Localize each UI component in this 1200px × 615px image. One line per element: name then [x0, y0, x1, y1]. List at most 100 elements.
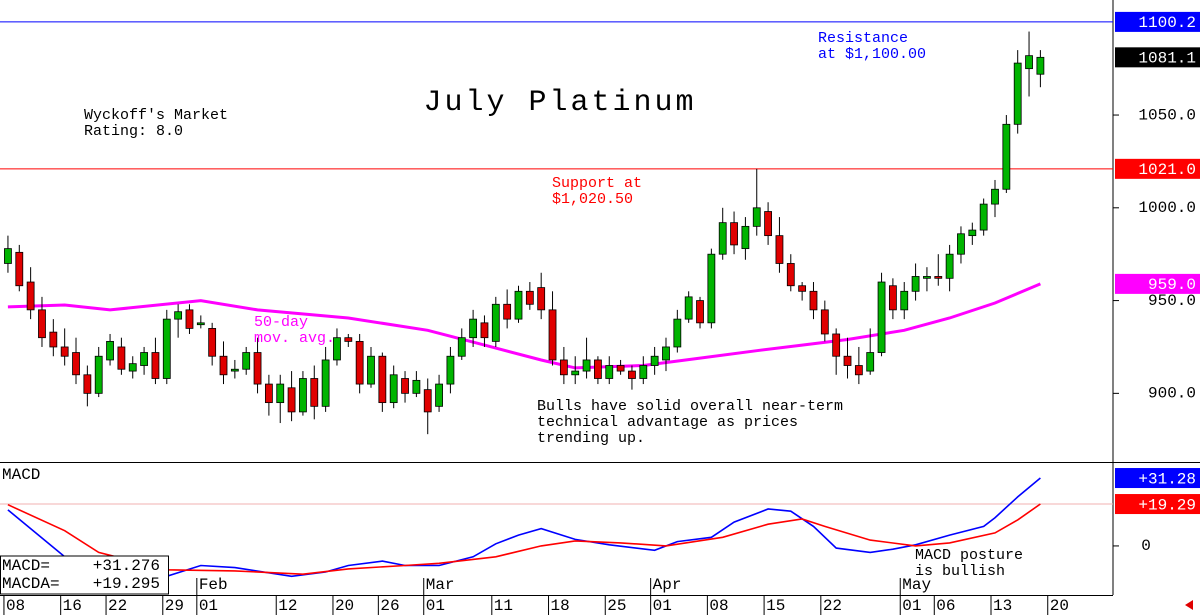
candle-body — [389, 374, 398, 404]
candle-body — [480, 322, 489, 339]
candle-body — [60, 346, 69, 357]
x-tick-label: 08 — [6, 597, 25, 615]
candle-body — [94, 355, 103, 394]
candle-body — [230, 368, 239, 372]
candle-body — [900, 290, 909, 311]
candle-body — [786, 263, 795, 287]
price-tag — [1115, 494, 1200, 515]
candle-body — [72, 352, 80, 376]
x-tick-label: 25 — [607, 597, 626, 615]
candle-body — [866, 352, 875, 372]
price-tag — [1115, 158, 1200, 179]
candle-body — [877, 281, 886, 353]
y-tick-label: 950.0 — [1148, 292, 1196, 310]
y-tick-label: 900.0 — [1148, 385, 1196, 403]
x-tick-label: 12 — [278, 597, 297, 615]
x-tick-label: 01 — [902, 597, 921, 615]
candle-body — [1013, 62, 1022, 125]
candle-body — [151, 352, 160, 379]
candle-body — [525, 290, 534, 305]
candle-body — [333, 337, 341, 361]
price-tag-label: 1100.2 — [1138, 14, 1196, 32]
candle-body — [968, 229, 977, 237]
candle-body — [684, 296, 693, 320]
candle-body — [537, 287, 546, 311]
candle-body — [253, 352, 262, 385]
candle-body — [548, 309, 557, 361]
candle-body — [979, 203, 988, 231]
x-tick-label: 18 — [551, 597, 570, 615]
x-tick-label: 26 — [380, 597, 399, 615]
candle-body — [628, 370, 636, 379]
macd-line — [7, 503, 1041, 576]
candle-body — [310, 378, 319, 407]
price-tag — [1115, 273, 1200, 294]
candle-body — [423, 389, 432, 413]
candle-body — [446, 355, 455, 385]
candle-body — [945, 253, 954, 279]
annotation: Bulls have solid overall near-term — [537, 398, 843, 415]
x-tick-label: 01 — [199, 597, 218, 615]
panel-title: MACD — [2, 466, 40, 484]
candle-body — [616, 365, 625, 372]
annotation: at $1,100.00 — [818, 46, 926, 63]
price-tag-label: +31.28 — [1138, 470, 1196, 488]
candle-body — [83, 374, 92, 394]
x-tick-label: 15 — [766, 597, 785, 615]
candle-body — [457, 337, 466, 357]
candle-body — [605, 365, 614, 379]
month-label: Feb — [199, 576, 228, 594]
candle-body — [957, 233, 965, 255]
x-tick-label: 16 — [63, 597, 82, 615]
candle-body — [208, 328, 217, 357]
candle-body — [321, 359, 330, 407]
candle-body — [491, 303, 500, 342]
y-tick-label: 0 — [1141, 537, 1151, 555]
y-tick-label: 1000.0 — [1138, 199, 1196, 217]
x-tick-label: 08 — [709, 597, 728, 615]
candle-body — [140, 352, 148, 366]
candle-body — [355, 340, 364, 385]
candle-body — [1002, 123, 1011, 190]
x-tick-label: 22 — [108, 597, 127, 615]
candle-body — [344, 337, 353, 342]
x-tick-label: 06 — [936, 597, 955, 615]
annotation: is bullish — [915, 563, 1005, 580]
candle-body — [117, 346, 126, 370]
x-tick-label: 13 — [993, 597, 1012, 615]
candle-body — [276, 383, 285, 404]
candle-body — [809, 290, 818, 311]
candle-body — [106, 340, 114, 361]
x-tick-label: 29 — [165, 597, 184, 615]
candle-body — [582, 359, 591, 372]
candle-body — [764, 211, 772, 237]
candle-body — [696, 300, 704, 324]
candle-body — [571, 370, 580, 376]
x-tick-label: 20 — [335, 597, 354, 615]
candle-body — [934, 276, 943, 279]
macd-panel: 0 MACD= +31.276 MACDA= +19.295 MACD postureis… — [0, 477, 1151, 595]
candle-body — [242, 352, 251, 370]
readout-label: MACD= — [2, 557, 50, 575]
candle-body — [299, 378, 307, 413]
chart-title: July Platinum — [423, 86, 696, 120]
candle-body — [707, 253, 716, 324]
candle-body — [662, 346, 670, 361]
annotation: Resistance — [818, 30, 908, 47]
candle-body — [185, 309, 194, 329]
candle-body — [38, 309, 46, 339]
candle-body — [741, 225, 750, 250]
candle-body — [1025, 55, 1033, 70]
candle-body — [639, 365, 648, 379]
candle-body — [650, 355, 659, 366]
y-tick-label: 1050.0 — [1138, 106, 1196, 124]
candle-body — [854, 365, 863, 376]
candle-body — [412, 379, 421, 394]
candle-body — [15, 251, 24, 287]
scroll-arrow[interactable] — [1185, 600, 1193, 610]
price-tag-label: 1021.0 — [1138, 161, 1196, 179]
candle-body — [435, 383, 443, 407]
candle-body — [559, 359, 568, 376]
candle-body — [843, 355, 852, 366]
annotation: Wyckoff's Market — [84, 107, 228, 124]
